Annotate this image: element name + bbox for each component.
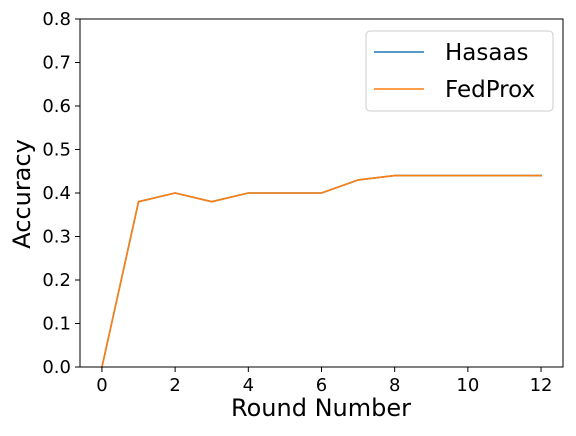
y-tick-label: 0.2 bbox=[42, 270, 71, 291]
y-tick-label: 0.8 bbox=[42, 9, 71, 30]
x-tick-label: 0 bbox=[96, 375, 107, 396]
x-tick-label: 6 bbox=[316, 375, 327, 396]
y-tick-label: 0.4 bbox=[42, 183, 71, 204]
x-tick-label: 12 bbox=[530, 375, 553, 396]
y-tick-label: 0.7 bbox=[42, 53, 71, 74]
y-tick-label: 0.6 bbox=[42, 96, 71, 117]
legend-label-hasaas: Hasaas bbox=[445, 40, 529, 66]
x-tick-label: 4 bbox=[243, 375, 254, 396]
x-axis-label: Round Number bbox=[231, 394, 411, 422]
legend: Hasaas FedProx bbox=[366, 31, 553, 111]
x-tick-label: 10 bbox=[456, 375, 479, 396]
y-tick-label: 0.3 bbox=[42, 227, 71, 248]
legend-label-fedprox: FedProx bbox=[445, 77, 535, 103]
y-tick-label: 0.1 bbox=[42, 314, 71, 335]
x-tick-label: 8 bbox=[389, 375, 400, 396]
y-tick-label: 0.0 bbox=[42, 357, 71, 378]
x-tick-label: 2 bbox=[169, 375, 180, 396]
y-tick-label: 0.5 bbox=[42, 140, 71, 161]
y-axis-label: Accuracy bbox=[8, 139, 36, 249]
